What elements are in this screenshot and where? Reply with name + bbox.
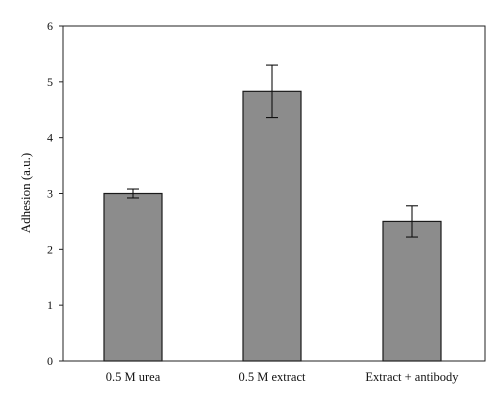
bars-layer bbox=[103, 90, 442, 362]
bar-2 bbox=[242, 90, 302, 362]
bar-3 bbox=[382, 220, 442, 362]
error-bar-2 bbox=[266, 64, 278, 119]
error-bars-layer bbox=[127, 64, 418, 238]
y-tick-label-1: 1 bbox=[47, 298, 53, 312]
y-tick-label-5: 5 bbox=[47, 75, 53, 89]
x-category-label-3: Extract + antibody bbox=[365, 370, 459, 384]
axes-layer bbox=[59, 25, 486, 362]
y-axis-title: Adhesion (a.u.) bbox=[18, 153, 33, 234]
y-tick-label-3: 3 bbox=[47, 187, 53, 201]
error-bar-3 bbox=[406, 205, 418, 238]
x-category-label-1: 0.5 M urea bbox=[106, 370, 161, 384]
error-bar-1 bbox=[127, 188, 139, 199]
bar-1 bbox=[103, 192, 163, 362]
y-tick-label-4: 4 bbox=[47, 131, 53, 145]
y-tick-label-2: 2 bbox=[47, 242, 53, 256]
y-tick-label-0: 0 bbox=[47, 354, 53, 368]
labels-layer: 0 1 2 3 4 5 6 0.5 M urea 0.5 M extract Extract + … bbox=[47, 19, 459, 384]
y-tick-label-6: 6 bbox=[47, 19, 53, 33]
x-category-label-2: 0.5 M extract bbox=[239, 370, 307, 384]
